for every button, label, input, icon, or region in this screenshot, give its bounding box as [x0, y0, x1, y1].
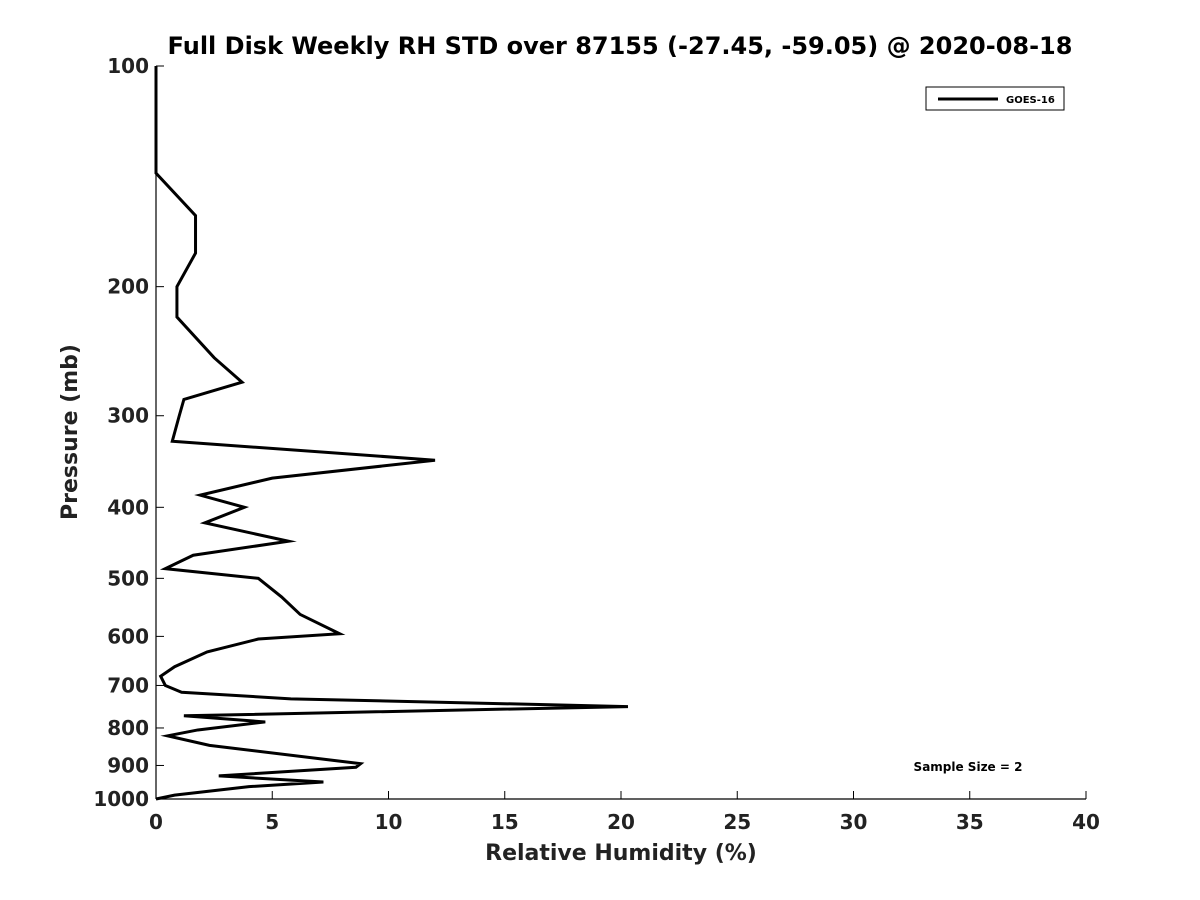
x-tick-label: 20 [607, 810, 635, 834]
x-tick-label: 5 [265, 810, 279, 834]
x-tick-label: 35 [956, 810, 984, 834]
x-tick-label: 40 [1072, 810, 1100, 834]
y-tick-label: 300 [107, 404, 149, 428]
y-tick-label: 400 [107, 495, 149, 519]
series-line-goes-16 [154, 66, 629, 801]
x-tick-label: 10 [375, 810, 403, 834]
x-tick-label: 0 [149, 810, 163, 834]
y-tick-label: 500 [107, 566, 149, 590]
y-tick-label: 800 [107, 716, 149, 740]
y-axis-label: Pressure (mb) [58, 344, 83, 520]
y-tick-label: 1000 [93, 787, 149, 811]
x-tick-label: 30 [840, 810, 868, 834]
y-tick-label: 100 [107, 54, 149, 78]
legend-label-goes-16: GOES-16 [1006, 95, 1055, 106]
x-axis-label: Relative Humidity (%) [485, 841, 757, 866]
chart-title: Full Disk Weekly RH STD over 87155 (-27.… [168, 32, 1073, 60]
y-tick-label: 900 [107, 753, 149, 777]
x-tick-label: 15 [491, 810, 519, 834]
sample-size-annotation: Sample Size = 2 [914, 760, 1023, 774]
y-tick-label: 600 [107, 624, 149, 648]
y-tick-label: 700 [107, 673, 149, 697]
legend: GOES-16 [925, 86, 1065, 111]
x-tick-label: 25 [723, 810, 751, 834]
x-axis-ticks: 0 5 10 15 20 25 30 35 40 [149, 791, 1100, 834]
y-tick-label: 200 [107, 275, 149, 299]
series-layer [154, 66, 629, 801]
y-axis-ticks: 100 200 300 400 500 600 700 800 900 1000 [93, 54, 164, 811]
